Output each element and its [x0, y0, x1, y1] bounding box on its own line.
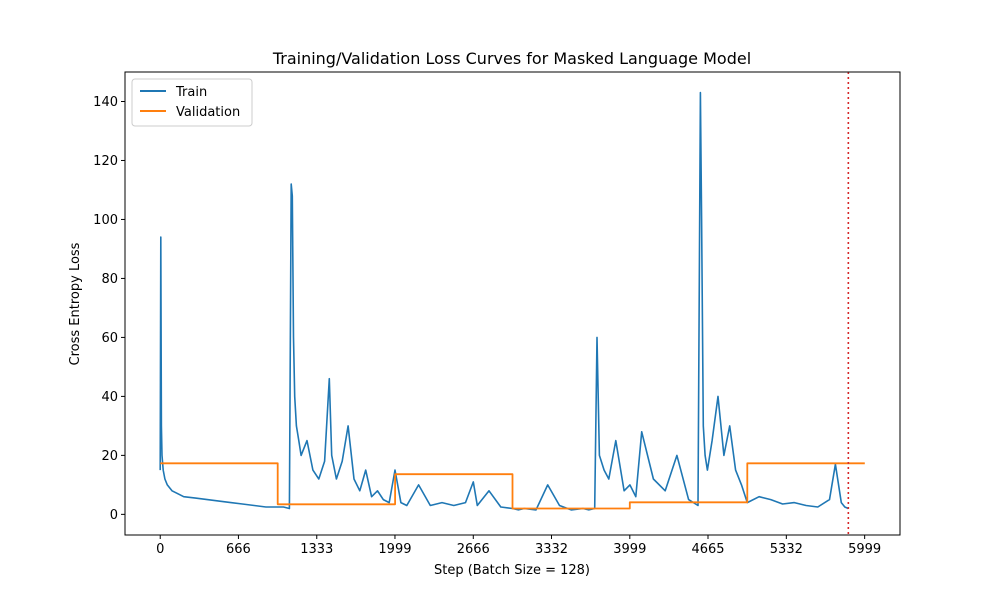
legend: Train Validation	[131, 78, 253, 127]
y-tick-label: 40	[101, 390, 118, 405]
series-line-validation	[160, 462, 865, 510]
y-axis-label: Cross Entropy Loss	[68, 242, 83, 365]
x-tick-label: 1999	[378, 542, 411, 557]
legend-label-validation: Validation	[176, 105, 240, 120]
y-tick-label: 60	[101, 331, 118, 346]
y-tick-label: 80	[101, 272, 118, 287]
y-tick-label: 20	[101, 449, 118, 464]
x-tick-label: 1333	[300, 542, 333, 557]
x-tick-label: 3332	[535, 542, 568, 557]
plot-area	[159, 72, 865, 535]
plot-frame	[124, 71, 901, 536]
y-tick-label: 120	[93, 154, 118, 169]
x-tick-label: 2666	[457, 542, 490, 557]
x-tick-label: 5999	[848, 542, 881, 557]
y-tick-label: 100	[93, 213, 118, 228]
x-tick-label: 4665	[691, 542, 724, 557]
x-tick-label: 666	[226, 542, 251, 557]
y-axis: 0 20 40 60 80 100 120 140	[93, 95, 125, 523]
x-tick-label: 5332	[770, 542, 803, 557]
y-tick-label: 0	[110, 508, 118, 523]
chart-title: Training/Validation Loss Curves for Mask…	[272, 49, 751, 68]
y-tick-label: 140	[93, 95, 118, 110]
legend-label-train: Train	[175, 85, 207, 100]
x-axis: 0 666 1333 1999 2666 3332 3999 4665 5332 5999	[156, 535, 881, 557]
x-tick-label: 0	[156, 542, 164, 557]
x-tick-label: 3999	[613, 542, 646, 557]
x-axis-label: Step (Batch Size = 128)	[434, 563, 590, 578]
series-line-train	[159, 91, 849, 511]
